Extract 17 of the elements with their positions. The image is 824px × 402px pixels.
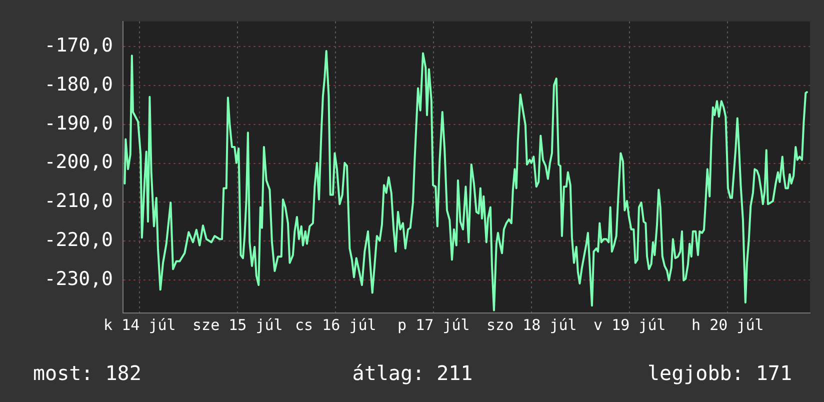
x-tick-label: v 19 júl (594, 316, 666, 334)
y-tick-label: -180,0 (44, 73, 113, 96)
x-tick-label: sze 15 júl (192, 316, 283, 334)
x-tick-label: szo 18 júl (486, 316, 577, 334)
x-tick-label: h 20 júl (692, 316, 764, 334)
x-tick-label: cs 16 júl (295, 316, 376, 334)
y-tick-label: -210,0 (44, 190, 113, 212)
text: most: 182 (33, 361, 142, 386)
y-tick-label: -190,0 (44, 112, 113, 134)
y-tick-label: -170,0 (44, 34, 113, 57)
x-tick-label: k 14 júl (104, 316, 176, 334)
text: legjobb: 171 (648, 361, 792, 386)
y-tick-label: -200,0 (44, 151, 113, 174)
text: átlag: 211 (352, 361, 473, 386)
y-tick-label: -220,0 (44, 229, 113, 252)
y-tick-label: -230,0 (44, 268, 113, 290)
x-tick-label: p 17 júl (398, 316, 470, 334)
